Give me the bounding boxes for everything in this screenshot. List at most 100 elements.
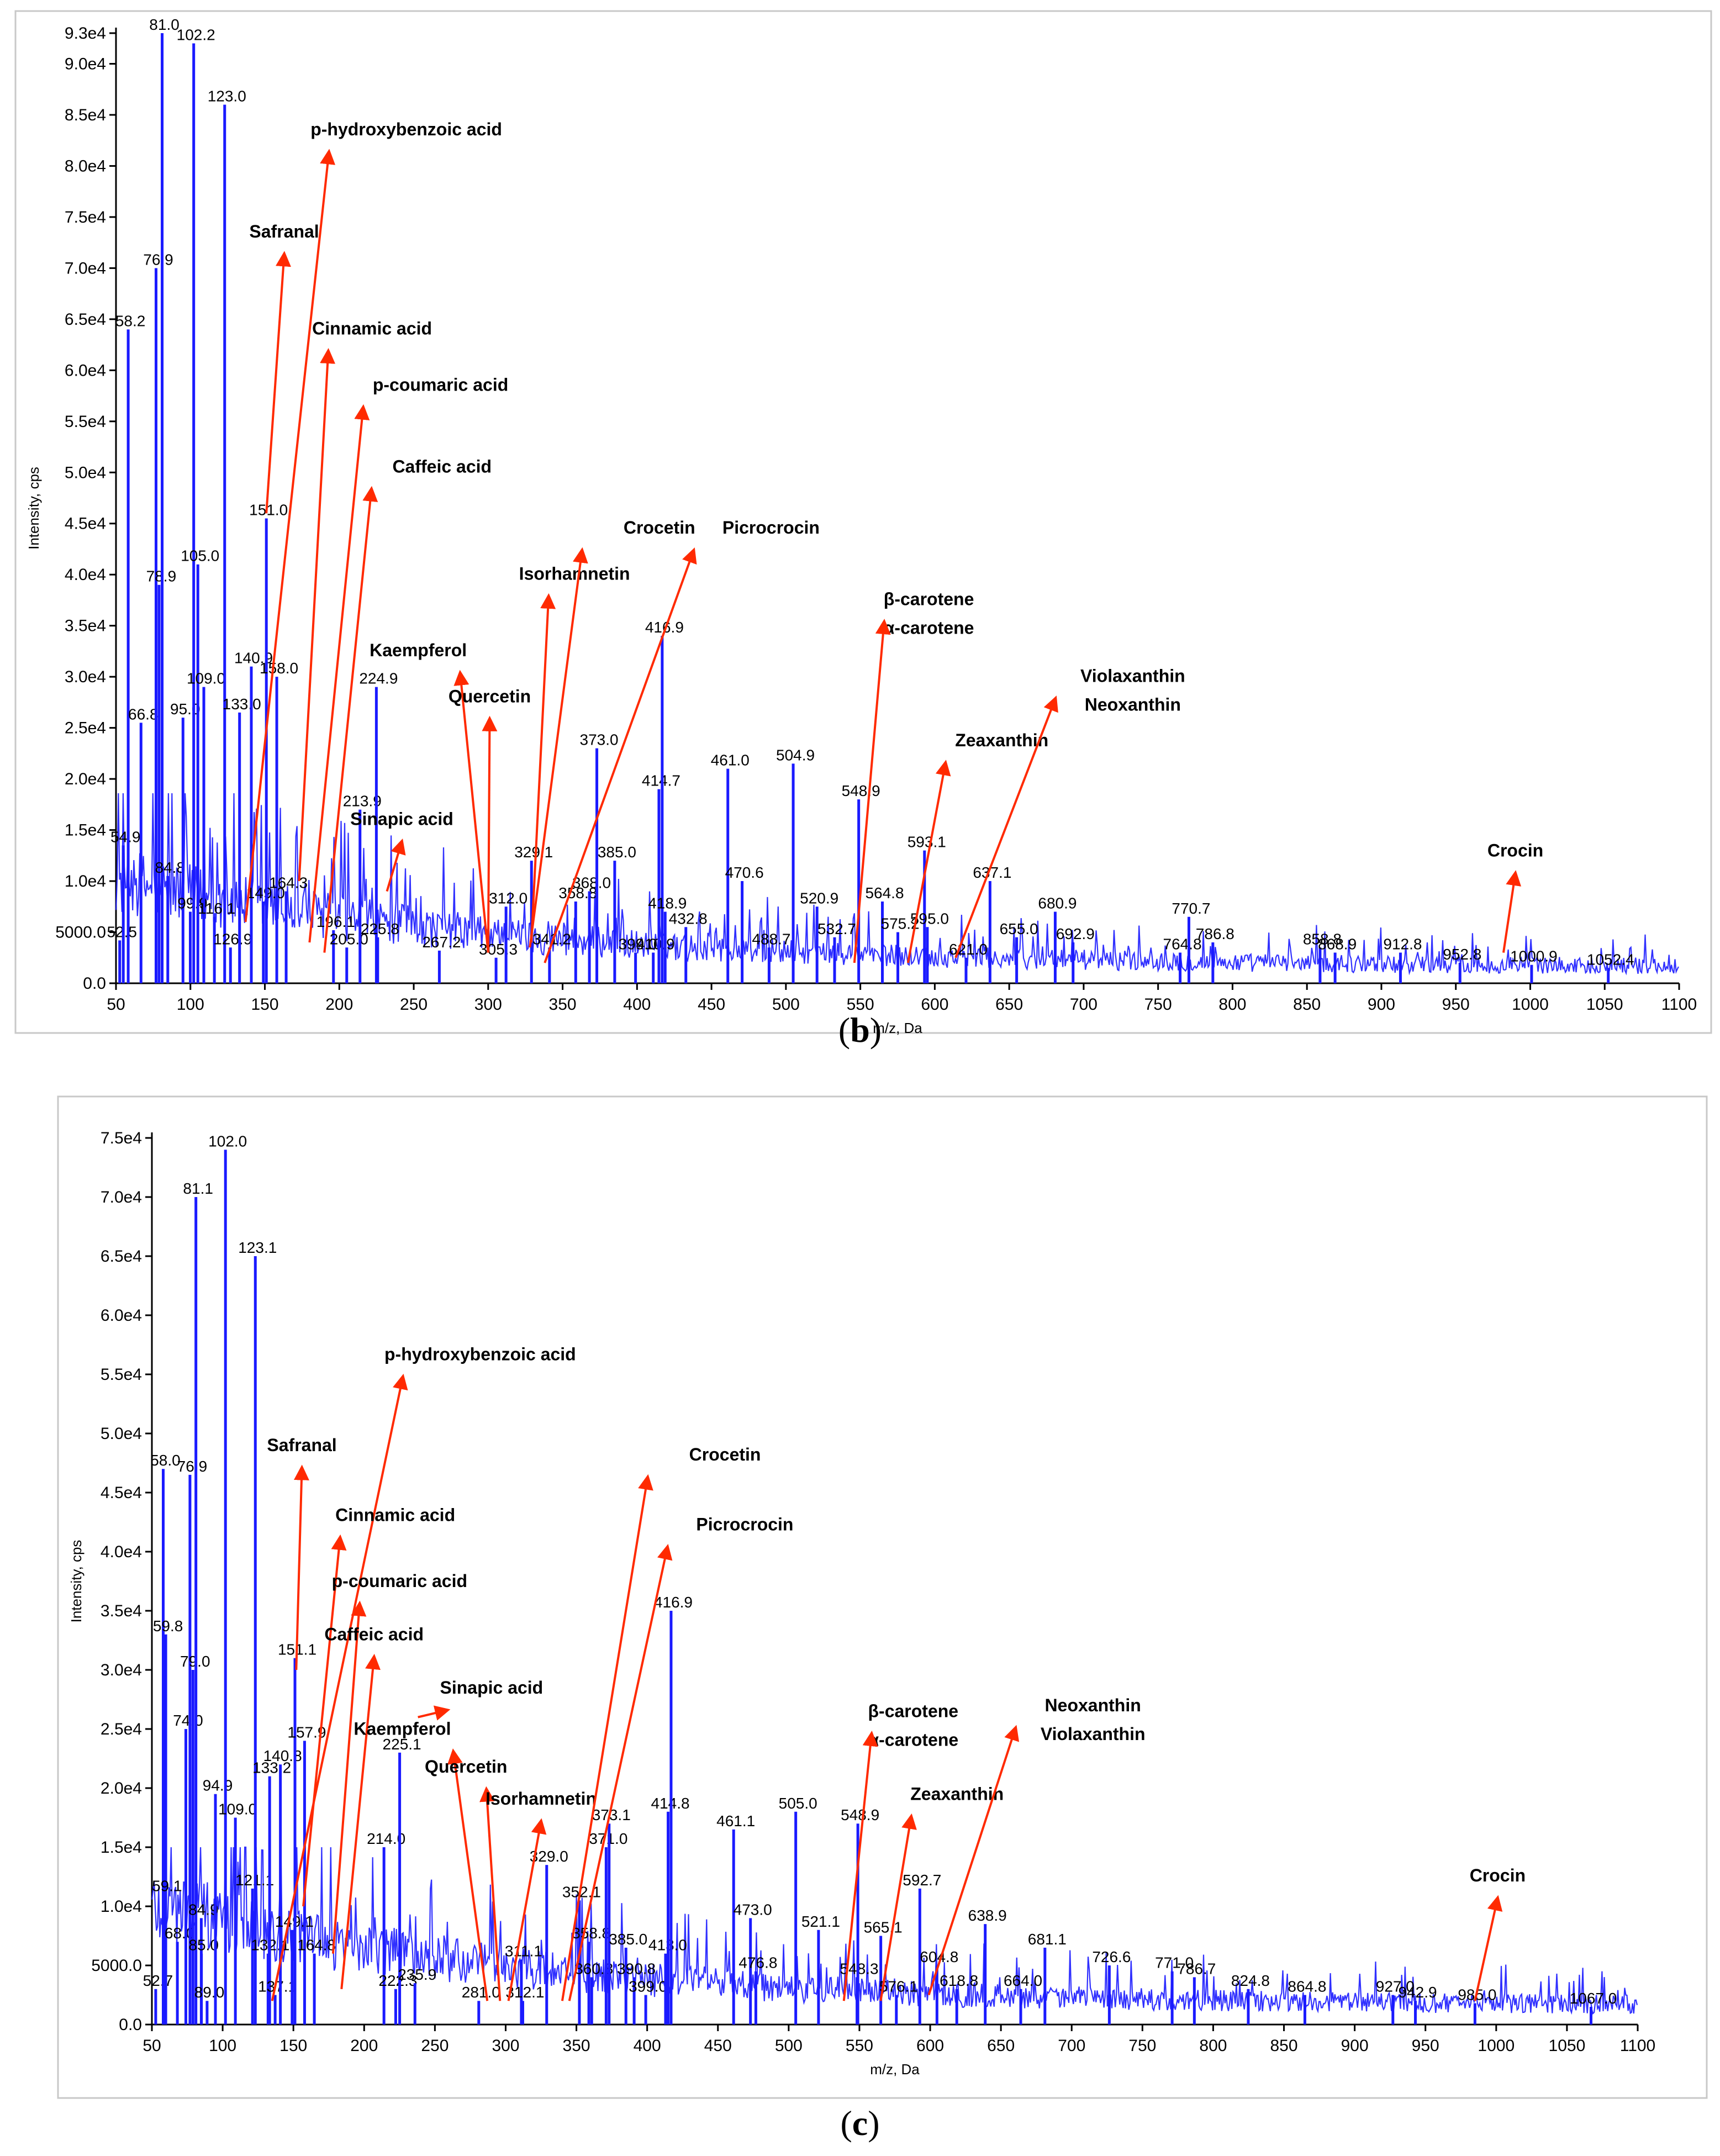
x-tick-label: 900 — [1368, 995, 1395, 1014]
x-tick-label: 800 — [1199, 2037, 1227, 2055]
y-tick-label: 1.0e4 — [65, 872, 106, 890]
x-tick-label: 500 — [775, 2037, 803, 2055]
peak-label: 84.8 — [155, 859, 186, 876]
compound-label: Kaempferol — [354, 1719, 451, 1739]
peak-label: 102.0 — [208, 1132, 247, 1150]
peak-label: 312.0 — [489, 889, 527, 906]
x-tick-label: 200 — [325, 995, 353, 1014]
y-tick-label: 8.5e4 — [65, 106, 106, 124]
compound-label: Zeaxanthin — [955, 730, 1048, 750]
y-tick-label: 4.0e4 — [65, 566, 106, 584]
peak-label: 123.1 — [238, 1239, 277, 1256]
x-tick-label: 500 — [772, 995, 800, 1014]
compound-label: p-coumaric acid — [373, 375, 508, 394]
peak-label: 432.8 — [669, 910, 708, 927]
peak-label: 621.0 — [949, 941, 988, 958]
y-tick-label: 3.5e4 — [101, 1602, 142, 1620]
x-tick-label: 600 — [921, 995, 948, 1014]
compound-label: Neoxanthin — [1085, 694, 1181, 714]
panel-c-caption: (c) — [840, 2104, 880, 2143]
peak-label: 473.0 — [734, 1901, 772, 1918]
compound-label: Isorhamnetin — [486, 1789, 597, 1809]
peak-label: 133.2 — [252, 1759, 291, 1777]
peak-label: 399.0 — [629, 1978, 667, 1995]
panel-b-caption: (b) — [838, 1010, 882, 1050]
annotation-arrow — [331, 1600, 367, 1954]
annotation-arrow — [906, 760, 951, 963]
peak-label: 521.1 — [801, 1913, 840, 1930]
compound-label: Cinnamic acid — [312, 319, 432, 339]
chart-frame — [57, 1095, 1708, 2099]
compound-label: β-carotene — [868, 1701, 959, 1721]
x-tick-label: 1000 — [1478, 2037, 1515, 2055]
compound-label: β-carotene — [884, 589, 974, 609]
compound-label: Kaempferol — [370, 640, 467, 660]
x-tick-label: 150 — [251, 995, 278, 1014]
y-tick-label: 9.0e4 — [65, 55, 106, 73]
compound-label: Quercetin — [425, 1757, 507, 1777]
annotation-arrow — [302, 1534, 347, 1907]
compound-label: p-coumaric acid — [332, 1571, 467, 1591]
peak-label: 225.1 — [383, 1736, 421, 1753]
peak-label: 311.1 — [505, 1942, 542, 1959]
compound-label: Caffeic acid — [392, 456, 492, 476]
x-tick-label: 300 — [474, 995, 502, 1014]
peak-label: 638.9 — [968, 1907, 1007, 1924]
compound-label: Quercetin — [449, 686, 531, 706]
peak-label: 786.8 — [1196, 925, 1234, 942]
peak-label: 505.0 — [779, 1795, 817, 1812]
annotation-arrow — [1474, 1895, 1503, 2001]
x-tick-label: 750 — [1128, 2037, 1156, 2055]
peak-label: 52.7 — [143, 1972, 173, 1989]
peak-label: 123.0 — [208, 87, 246, 104]
peak-label: 858.8 — [1303, 930, 1342, 947]
annotation-arrow — [453, 670, 489, 953]
y-tick-label: 3.5e4 — [65, 617, 106, 635]
y-tick-label: 1.0e4 — [101, 1897, 142, 1916]
peak-label: 952.8 — [1443, 946, 1481, 963]
annotation-arrow — [568, 1544, 673, 2001]
peak-label: 868.9 — [1318, 936, 1357, 953]
peak-label: 358.8 — [572, 1925, 610, 1942]
peak-label: 133.0 — [223, 695, 261, 713]
compound-label: Crocin — [1470, 1865, 1526, 1885]
peak-label: 222.3 — [378, 1972, 417, 1989]
y-tick-label: 5000.0 — [55, 924, 106, 942]
peak-label: 1067.0 — [1570, 1990, 1617, 2007]
peak-label: 58.0 — [150, 1452, 181, 1469]
annotation-arrow — [340, 1653, 381, 1989]
annotation-arrow — [544, 547, 697, 963]
x-tick-label: 400 — [623, 995, 651, 1014]
peak-label: 726.6 — [1092, 1948, 1131, 1965]
peak-label: 655.0 — [1000, 920, 1038, 937]
y-tick-label: 4.5e4 — [101, 1484, 142, 1502]
peak-label: 824.8 — [1231, 1972, 1270, 1989]
chart-frame — [14, 10, 1712, 1034]
peak-label: 1052.4 — [1587, 951, 1634, 968]
peak-label: 89.0 — [194, 1984, 225, 2001]
peak-label: 504.9 — [776, 746, 815, 763]
y-tick-label: 9.3e4 — [65, 24, 106, 43]
compound-label: α-carotene — [868, 1730, 958, 1750]
annotation-arrow — [530, 593, 556, 943]
peak-label: 74.0 — [173, 1712, 203, 1729]
peak-label: 548.9 — [842, 782, 880, 799]
x-tick-label: 350 — [549, 995, 577, 1014]
compound-label: p-hydroxybenzoic acid — [384, 1344, 576, 1364]
peak-label: 912.8 — [1383, 936, 1422, 953]
y-tick-label: 2.5e4 — [65, 719, 106, 737]
y-tick-label: 4.5e4 — [65, 515, 106, 533]
y-tick-label: 5.5e4 — [101, 1366, 142, 1384]
peak-label: 764.8 — [1163, 936, 1202, 953]
peak-label: 488.7 — [752, 930, 790, 947]
peak-label: 66.8 — [128, 705, 159, 723]
x-tick-label: 300 — [492, 2037, 519, 2055]
y-tick-label: 2.0e4 — [101, 1779, 142, 1797]
peak-label: 399.0 — [619, 936, 657, 953]
peak-label: 390.8 — [617, 1960, 656, 1977]
annotation-arrow — [479, 1786, 502, 2001]
peak-label: 637.1 — [973, 864, 1011, 881]
annotation-arrow — [244, 149, 336, 923]
compound-label: Sinapic acid — [350, 809, 453, 829]
